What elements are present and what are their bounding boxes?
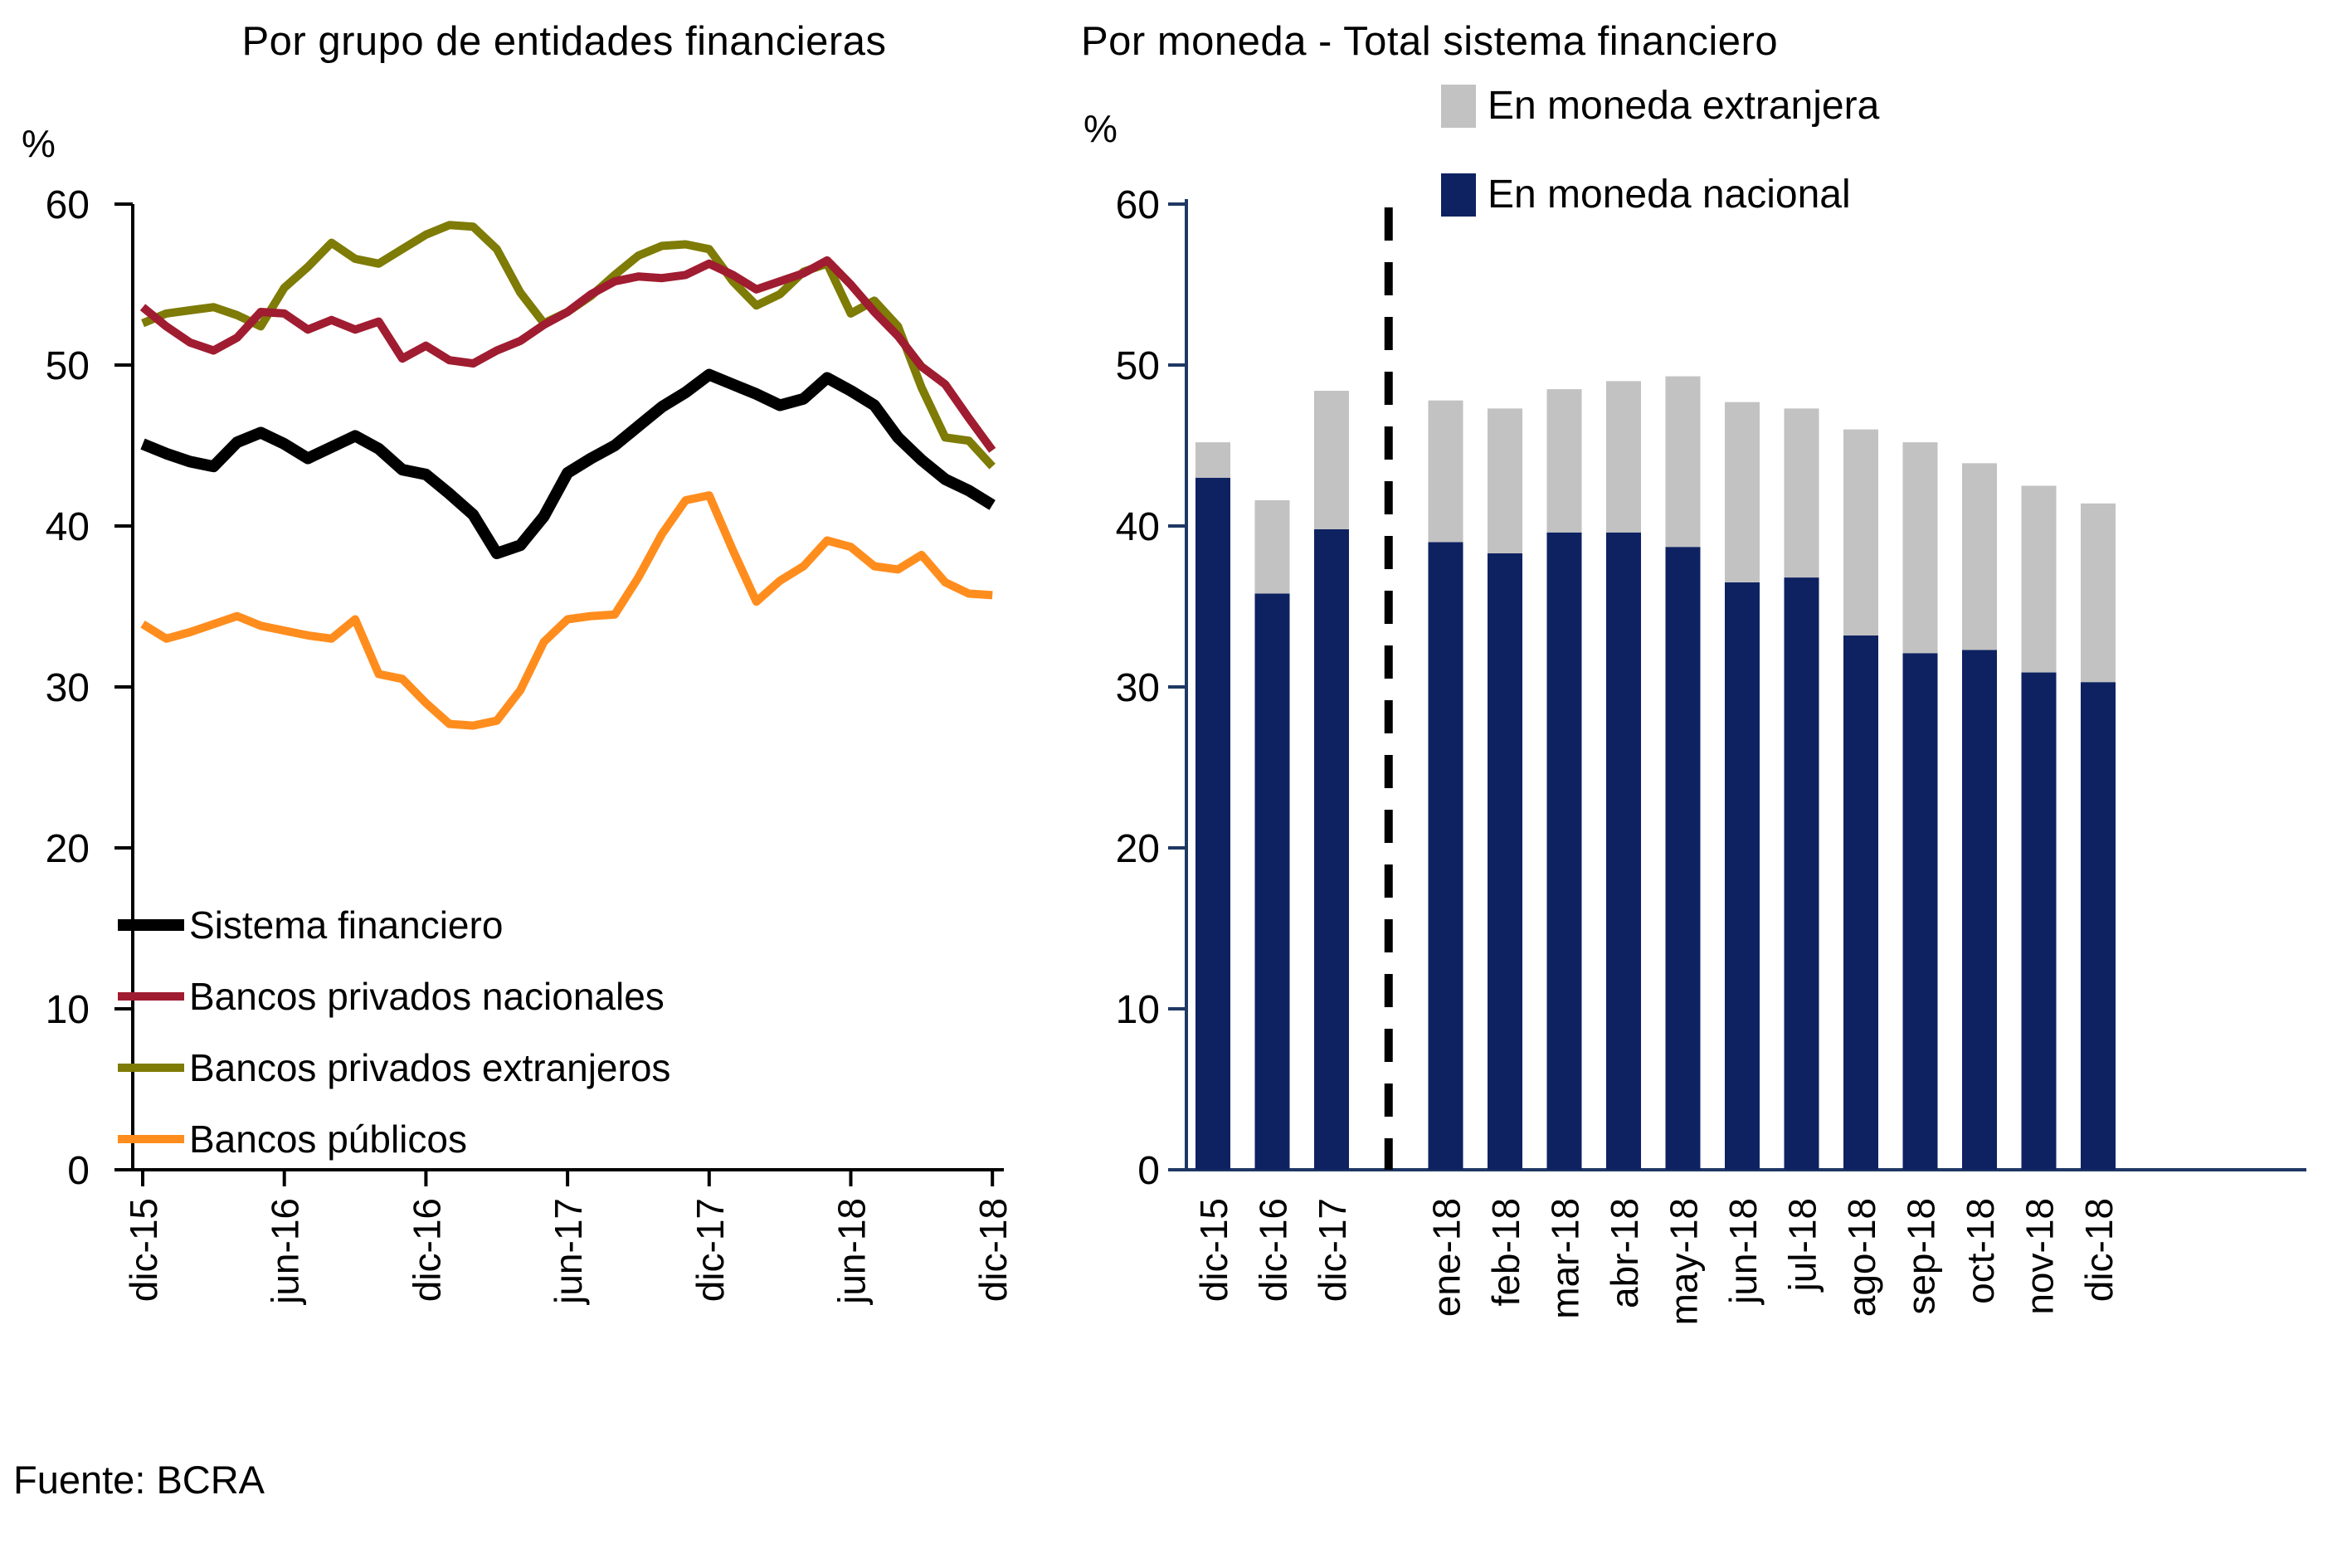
bar-nacional-jul-18 xyxy=(1784,577,1819,1170)
bar-extranjera-feb-18 xyxy=(1488,408,1522,553)
line-series-bancos-privados-nacionales xyxy=(139,256,996,453)
bar-extranjera-oct-18 xyxy=(1962,463,1997,650)
right-x-category-label: oct-18 xyxy=(1959,1198,2002,1304)
line-series-bancos-públicos xyxy=(140,491,993,730)
right-y-tick-label: 50 xyxy=(1116,344,1160,388)
left-y-tick-label: 30 xyxy=(46,666,90,710)
right-x-category-label: abr-18 xyxy=(1603,1198,1646,1308)
bar-nacional-oct-18 xyxy=(1962,650,1997,1170)
bar-extranjera-jul-18 xyxy=(1784,408,1819,578)
legend-label: Bancos públicos xyxy=(189,1118,467,1161)
right-chart-legend: En moneda extranjera En moneda nacional xyxy=(1441,83,1879,261)
bar-extranjera-dic-15 xyxy=(1195,442,1230,478)
legend-label: En moneda extranjera xyxy=(1488,84,1880,128)
left-x-tick-label: dic-16 xyxy=(405,1198,448,1302)
bancos-privados-nacionales-line-swatch xyxy=(118,992,184,1001)
right-x-category-label: feb-18 xyxy=(1484,1198,1527,1306)
left-y-tick-label: 50 xyxy=(46,344,90,388)
legend-item-moneda-extranjera: En moneda extranjera xyxy=(1441,83,1879,129)
bar-nacional-ago-18 xyxy=(1843,635,1878,1170)
left-y-tick-label: 40 xyxy=(46,505,90,549)
right-chart-title: Por moneda - Total sistema financiero xyxy=(1081,19,1779,64)
bar-nacional-jun-18 xyxy=(1725,582,1760,1170)
right-x-category-label: dic-16 xyxy=(1252,1198,1295,1302)
right-x-category-label: sep-18 xyxy=(1900,1198,1943,1315)
bar-extranjera-jun-18 xyxy=(1725,402,1760,582)
right-x-category-label: may-18 xyxy=(1663,1198,1706,1325)
right-bar-chart: 0 10 20 30 40 50 60 dic-15 dic-16 dic-17 ene-18 feb… xyxy=(1116,183,2306,1325)
left-line-chart: 0 10 20 30 40 50 60 dic-15 jun-16 dic-16 jun-17 dic… xyxy=(46,183,1015,1306)
left-y-tick-label: 20 xyxy=(46,827,90,871)
left-chart-title: Por grupo de entidades financieras xyxy=(241,19,887,64)
right-x-category-label: mar-18 xyxy=(1544,1198,1587,1319)
right-x-category-label: nov-18 xyxy=(2018,1198,2062,1315)
bar-extranjera-dic-17 xyxy=(1314,391,1349,529)
bar-extranjera-may-18 xyxy=(1665,376,1701,548)
right-y-tick-label: 20 xyxy=(1116,827,1160,871)
bar-extranjera-dic-16 xyxy=(1254,499,1290,594)
bar-nacional-ene-18 xyxy=(1428,542,1463,1170)
bar-extranjera-ene-18 xyxy=(1428,400,1463,543)
bar-extranjera-sep-18 xyxy=(1902,442,1938,654)
legend-label: Bancos privados extranjeros xyxy=(189,1046,671,1089)
right-y-tick-label: 30 xyxy=(1116,666,1160,710)
left-y-tick-label: 60 xyxy=(46,183,90,227)
left-x-tick-label: dic-15 xyxy=(122,1198,165,1302)
left-chart-unit-label: % xyxy=(22,122,56,165)
legend-item-bancos-publicos: Bancos públicos xyxy=(118,1103,670,1175)
legend-item-moneda-nacional: En moneda nacional xyxy=(1441,172,1879,217)
bar-nacional-sep-18 xyxy=(1902,653,1938,1170)
bar-nacional-abr-18 xyxy=(1606,532,1641,1170)
sistema-financiero-line-swatch xyxy=(118,919,184,931)
legend-item-bancos-privados-extranjeros: Bancos privados extranjeros xyxy=(118,1032,670,1103)
right-x-category-label: jul-18 xyxy=(1781,1198,1824,1293)
left-y-tick-label: 10 xyxy=(46,988,90,1032)
left-x-tick-label: jun-17 xyxy=(547,1198,590,1306)
left-x-tick-label: dic-18 xyxy=(971,1198,1015,1302)
bar-nacional-dic-17 xyxy=(1314,528,1349,1170)
bar-nacional-may-18 xyxy=(1665,547,1701,1170)
right-x-category-label: dic-15 xyxy=(1192,1198,1235,1302)
left-x-tick-label: jun-18 xyxy=(830,1198,874,1306)
bar-nacional-mar-18 xyxy=(1546,532,1582,1170)
line-series-sistema-financiero xyxy=(140,368,996,559)
bar-nacional-dic-16 xyxy=(1254,593,1290,1170)
left-x-tick-label: dic-17 xyxy=(689,1198,732,1302)
bar-extranjera-mar-18 xyxy=(1546,389,1582,533)
bar-nacional-feb-18 xyxy=(1488,553,1522,1170)
bar-nacional-nov-18 xyxy=(2021,672,2057,1170)
bancos-publicos-line-swatch xyxy=(118,1135,184,1143)
left-chart-legend: Sistema financiero Bancos privados nacio… xyxy=(118,889,670,1175)
legend-label: En moneda nacional xyxy=(1488,173,1851,217)
legend-label: Sistema financiero xyxy=(189,903,504,947)
bancos-privados-extranjeros-line-swatch xyxy=(118,1064,184,1072)
bar-nacional-dic-15 xyxy=(1195,477,1230,1170)
right-x-category-label: ene-18 xyxy=(1425,1198,1468,1317)
right-y-tick-label: 60 xyxy=(1116,183,1160,227)
moneda-nacional-swatch xyxy=(1441,173,1476,217)
source-note: Fuente: BCRA xyxy=(13,1458,265,1502)
line-series-bancos-privados-extranjeros xyxy=(141,221,996,470)
right-x-category-label: dic-18 xyxy=(2077,1198,2121,1302)
left-x-tick-label: jun-16 xyxy=(264,1198,307,1306)
bar-extranjera-ago-18 xyxy=(1843,429,1878,635)
left-y-tick-label: 0 xyxy=(67,1149,90,1193)
bar-nacional-dic-18 xyxy=(2081,682,2116,1170)
right-y-tick-label: 10 xyxy=(1116,988,1160,1032)
bar-extranjera-abr-18 xyxy=(1606,381,1641,533)
legend-item-bancos-privados-nacionales: Bancos privados nacionales xyxy=(118,961,670,1032)
right-x-category-label: jun-18 xyxy=(1721,1198,1765,1306)
right-x-category-label: dic-17 xyxy=(1311,1198,1354,1302)
legend-label: Bancos privados nacionales xyxy=(189,975,665,1018)
bar-extranjera-dic-18 xyxy=(2081,503,2116,683)
legend-item-sistema-financiero: Sistema financiero xyxy=(118,889,670,961)
bar-extranjera-nov-18 xyxy=(2021,485,2057,673)
right-y-tick-label: 40 xyxy=(1116,505,1160,549)
right-x-category-label: ago-18 xyxy=(1840,1198,1883,1317)
right-chart-unit-label: % xyxy=(1083,107,1118,150)
right-y-tick-label: 0 xyxy=(1137,1149,1160,1193)
moneda-extranjera-swatch xyxy=(1441,84,1476,128)
